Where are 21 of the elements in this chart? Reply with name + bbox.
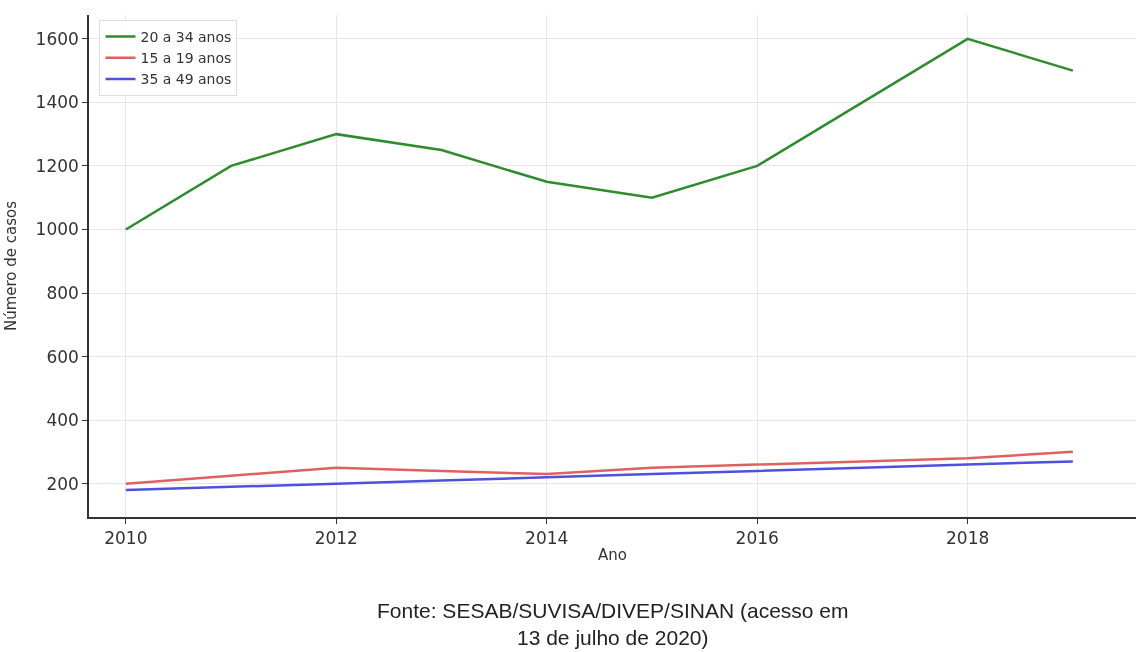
y-tick-label: 1600 <box>35 28 79 49</box>
y-tick-label: 1000 <box>35 219 79 240</box>
x-tick-label: 2016 <box>735 528 779 549</box>
y-tick-label: 1400 <box>35 92 79 113</box>
x-tick-label: 2010 <box>104 528 148 549</box>
x-tick-label: 2014 <box>525 528 569 549</box>
line-series <box>124 460 1075 492</box>
x-tick-label: 2012 <box>314 528 358 549</box>
legend-label: 35 a 49 anos <box>140 71 232 88</box>
y-tick-label: 800 <box>46 282 79 303</box>
y-tick-label: 600 <box>46 346 79 367</box>
y-tick-label: 400 <box>46 410 79 431</box>
x-tick-label: 2018 <box>946 528 990 549</box>
y-tick-label: 1200 <box>35 155 79 176</box>
y-tick-label: 200 <box>46 473 79 494</box>
legend-label: 20 a 34 anos <box>140 29 232 46</box>
line-series <box>124 450 1075 485</box>
y-axis-title: Número de casos <box>2 200 21 332</box>
source-note: Fonte: SESAB/SUVISA/DIVEP/SINAN (acesso em 13 de julho de 2020) <box>377 599 849 650</box>
legend-label: 15 a 19 anos <box>140 50 232 67</box>
x-axis-title: Ano <box>598 545 627 564</box>
